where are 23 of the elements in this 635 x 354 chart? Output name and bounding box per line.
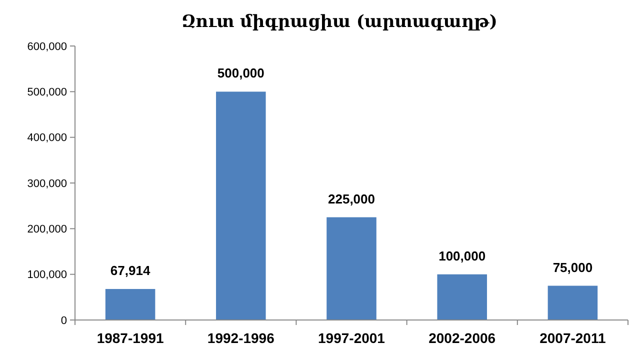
y-tick-label: 200,000 (27, 224, 67, 236)
bar (326, 217, 376, 320)
bar (105, 288, 156, 320)
x-tick-label: 2007-2011 (540, 330, 606, 346)
x-tick-label: 1997-2001 (318, 330, 386, 346)
y-tick-label: 400,000 (27, 132, 67, 144)
bar (437, 274, 487, 320)
y-tick-label: 0 (60, 314, 67, 327)
y-tick-label: 600,000 (27, 40, 67, 53)
y-tick-label: 100,000 (27, 269, 67, 282)
data-label: 67,914 (110, 262, 151, 278)
x-tick-label: 1987-1991 (96, 330, 164, 346)
data-label: 100,000 (438, 248, 486, 264)
bar (216, 92, 266, 320)
bar (548, 286, 598, 320)
y-tick-label: 300,000 (27, 178, 67, 190)
data-label: 225,000 (328, 191, 375, 206)
y-tick-label: 500,000 (27, 86, 67, 99)
data-label: 75,000 (552, 260, 593, 275)
chart-title: Զուտ միգրացիա (արտագաղթ) (182, 12, 498, 32)
x-tick-label: 2002-2006 (428, 330, 496, 346)
x-tick-label: 1992-1996 (207, 330, 275, 346)
data-label: 500,000 (217, 66, 264, 81)
